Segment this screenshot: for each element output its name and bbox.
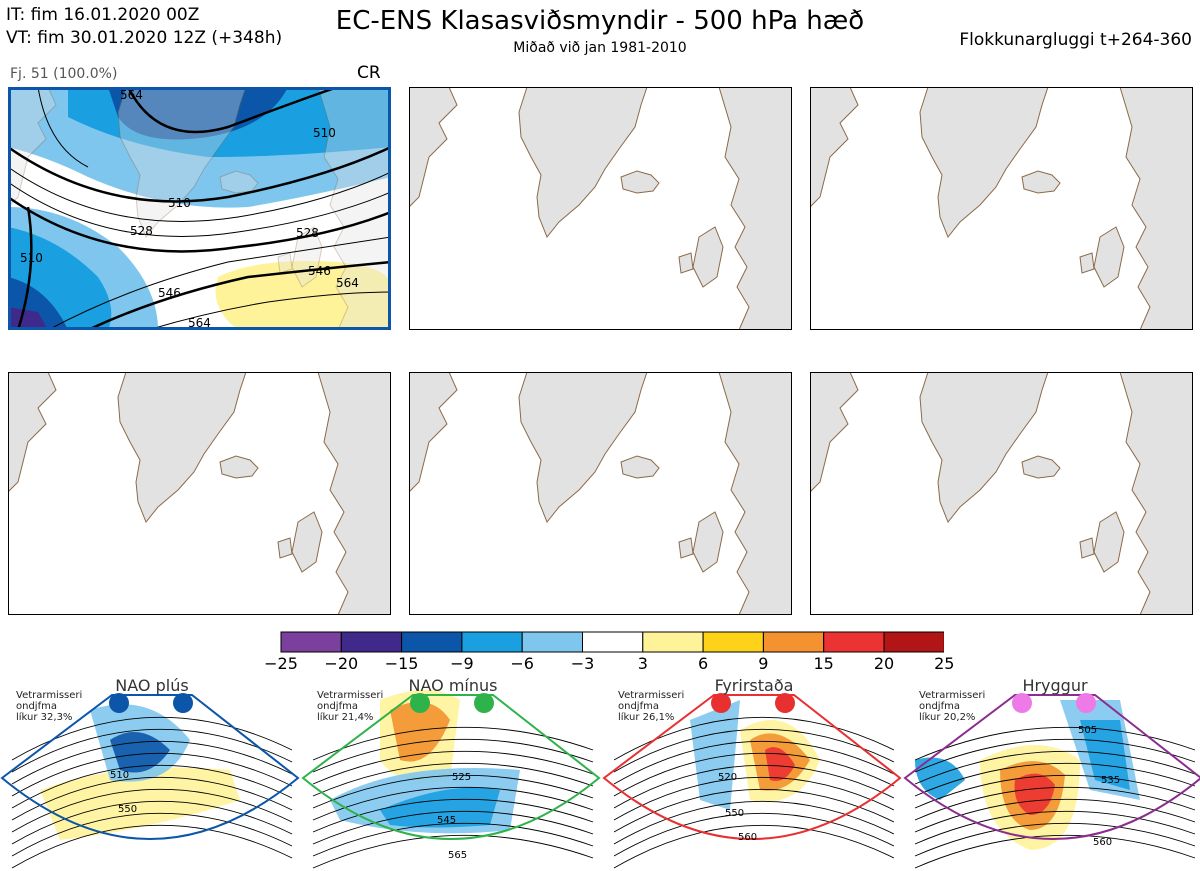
- colorbar-swatch: [883, 631, 944, 653]
- regime-contour-label: 560: [1093, 837, 1112, 848]
- regime-marker: [410, 693, 430, 713]
- colorbar-tick-label: 9: [758, 654, 769, 673]
- header-info: IT: fim 16.01.2020 00Z VT: fim 30.01.202…: [6, 4, 282, 50]
- init-time: IT: fim 16.01.2020 00Z: [6, 5, 200, 25]
- regime-marker: [109, 693, 129, 713]
- regime-note-line: ondjfma: [317, 701, 358, 712]
- map-panel-main: 510 528 546 564 510 528 546 564 510 564: [8, 87, 391, 330]
- page-title: EC-ENS Klasasviðsmyndir - 500 hPa hæð: [335, 6, 865, 36]
- regime-note-line: Vetrarmisseri: [919, 690, 986, 701]
- regime-frame: [301, 694, 601, 840]
- map-panel-2: [409, 87, 792, 330]
- regime-marker: [173, 693, 193, 713]
- main-panel-code: CR: [357, 63, 381, 83]
- regime-probability-note: Vetrarmisseri ondjfma líkur 32,3%: [16, 690, 82, 723]
- regime-note-line: Vetrarmisseri: [317, 690, 384, 701]
- regime-marker: [1012, 693, 1032, 713]
- colorbar-tick-label: 25: [934, 654, 955, 673]
- map-panel-6: [810, 372, 1193, 615]
- regime-note-line: líkur 20,2%: [919, 712, 976, 723]
- colorbar-tick-label: 3: [637, 654, 648, 673]
- regime-note-line: líkur 21,4%: [317, 712, 374, 723]
- colorbar-tick-label: 6: [698, 654, 709, 673]
- regime-note-line: Vetrarmisseri: [618, 690, 685, 701]
- regime-title: NAO mínus: [408, 676, 498, 695]
- colorbar: [280, 631, 944, 653]
- regime-marker: [775, 693, 795, 713]
- colorbar-tick-label: −3: [570, 654, 595, 673]
- classification-window: Flokkunargluggi t+264-360: [959, 30, 1192, 50]
- colorbar-tick-label: 20: [873, 654, 895, 673]
- regime-marker: [711, 693, 731, 713]
- contour-label: 528: [130, 224, 153, 238]
- regime-contour-label: 550: [725, 808, 744, 819]
- contour-label: 510: [313, 126, 336, 140]
- colorbar-tick-label: −9: [450, 654, 474, 673]
- regime-marker: [474, 693, 494, 713]
- regime-contour-label: 565: [448, 850, 467, 861]
- map-panel-3: [810, 87, 1193, 330]
- map-panel-4: [8, 372, 391, 615]
- regime-note-line: líkur 26,1%: [618, 712, 675, 723]
- regime-contour-label: 510: [110, 770, 129, 781]
- regime-note-line: ondjfma: [16, 701, 57, 712]
- regime-title: Hryggur: [1022, 676, 1088, 695]
- regime-probability-note: Vetrarmisseri ondjfma líkur 21,4%: [317, 690, 383, 723]
- colorbar-tick-label: −25: [264, 654, 298, 673]
- contour-label: 564: [120, 88, 143, 102]
- regime-title: NAO plús: [115, 676, 189, 695]
- regime-marker: [1076, 693, 1096, 713]
- contour-label: 564: [188, 316, 211, 330]
- regime-note-line: Vetrarmisseri: [16, 690, 83, 701]
- page-subtitle: Miðað við jan 1981-2010: [513, 40, 687, 56]
- contour-label: 546: [158, 286, 181, 300]
- regime-contour-label: 550: [118, 804, 137, 815]
- main-panel-caption: Fj. 51 (100.0%): [10, 66, 118, 82]
- regime-frame: [903, 694, 1200, 840]
- regime-frame: [602, 694, 902, 840]
- regime-note-line: líkur 32,3%: [16, 712, 73, 723]
- valid-time: VT: fim 30.01.2020 12Z (+348h): [6, 28, 283, 48]
- contour-label: 528: [296, 226, 319, 240]
- regime-note-line: ondjfma: [919, 701, 960, 712]
- regime-contour-label: 560: [738, 832, 757, 843]
- regime-note-line: ondjfma: [618, 701, 659, 712]
- regime-probability-note: Vetrarmisseri ondjfma líkur 26,1%: [618, 690, 684, 723]
- colorbar-tick-label: −15: [384, 654, 419, 673]
- regime-contour-label: 520: [718, 772, 737, 783]
- regime-contour-label: 545: [437, 815, 456, 826]
- colorbar-tick-label: −6: [510, 654, 534, 673]
- colorbar-tick-label: −20: [324, 654, 359, 673]
- contour-label: 510: [168, 196, 191, 210]
- regime-contour-label: 535: [1101, 775, 1120, 786]
- contour-label: 564: [336, 276, 359, 290]
- regime-contour-label: 505: [1078, 725, 1097, 736]
- contour-label: 510: [20, 251, 43, 265]
- map-panel-5: [409, 372, 792, 615]
- colorbar-tick-label: 15: [813, 654, 834, 673]
- regime-title: Fyrirstaða: [714, 676, 794, 695]
- regime-contour-label: 525: [452, 772, 471, 783]
- regime-frame: [0, 694, 300, 840]
- regime-probability-note: Vetrarmisseri ondjfma líkur 20,2%: [919, 690, 985, 723]
- contour-label: 546: [308, 264, 331, 278]
